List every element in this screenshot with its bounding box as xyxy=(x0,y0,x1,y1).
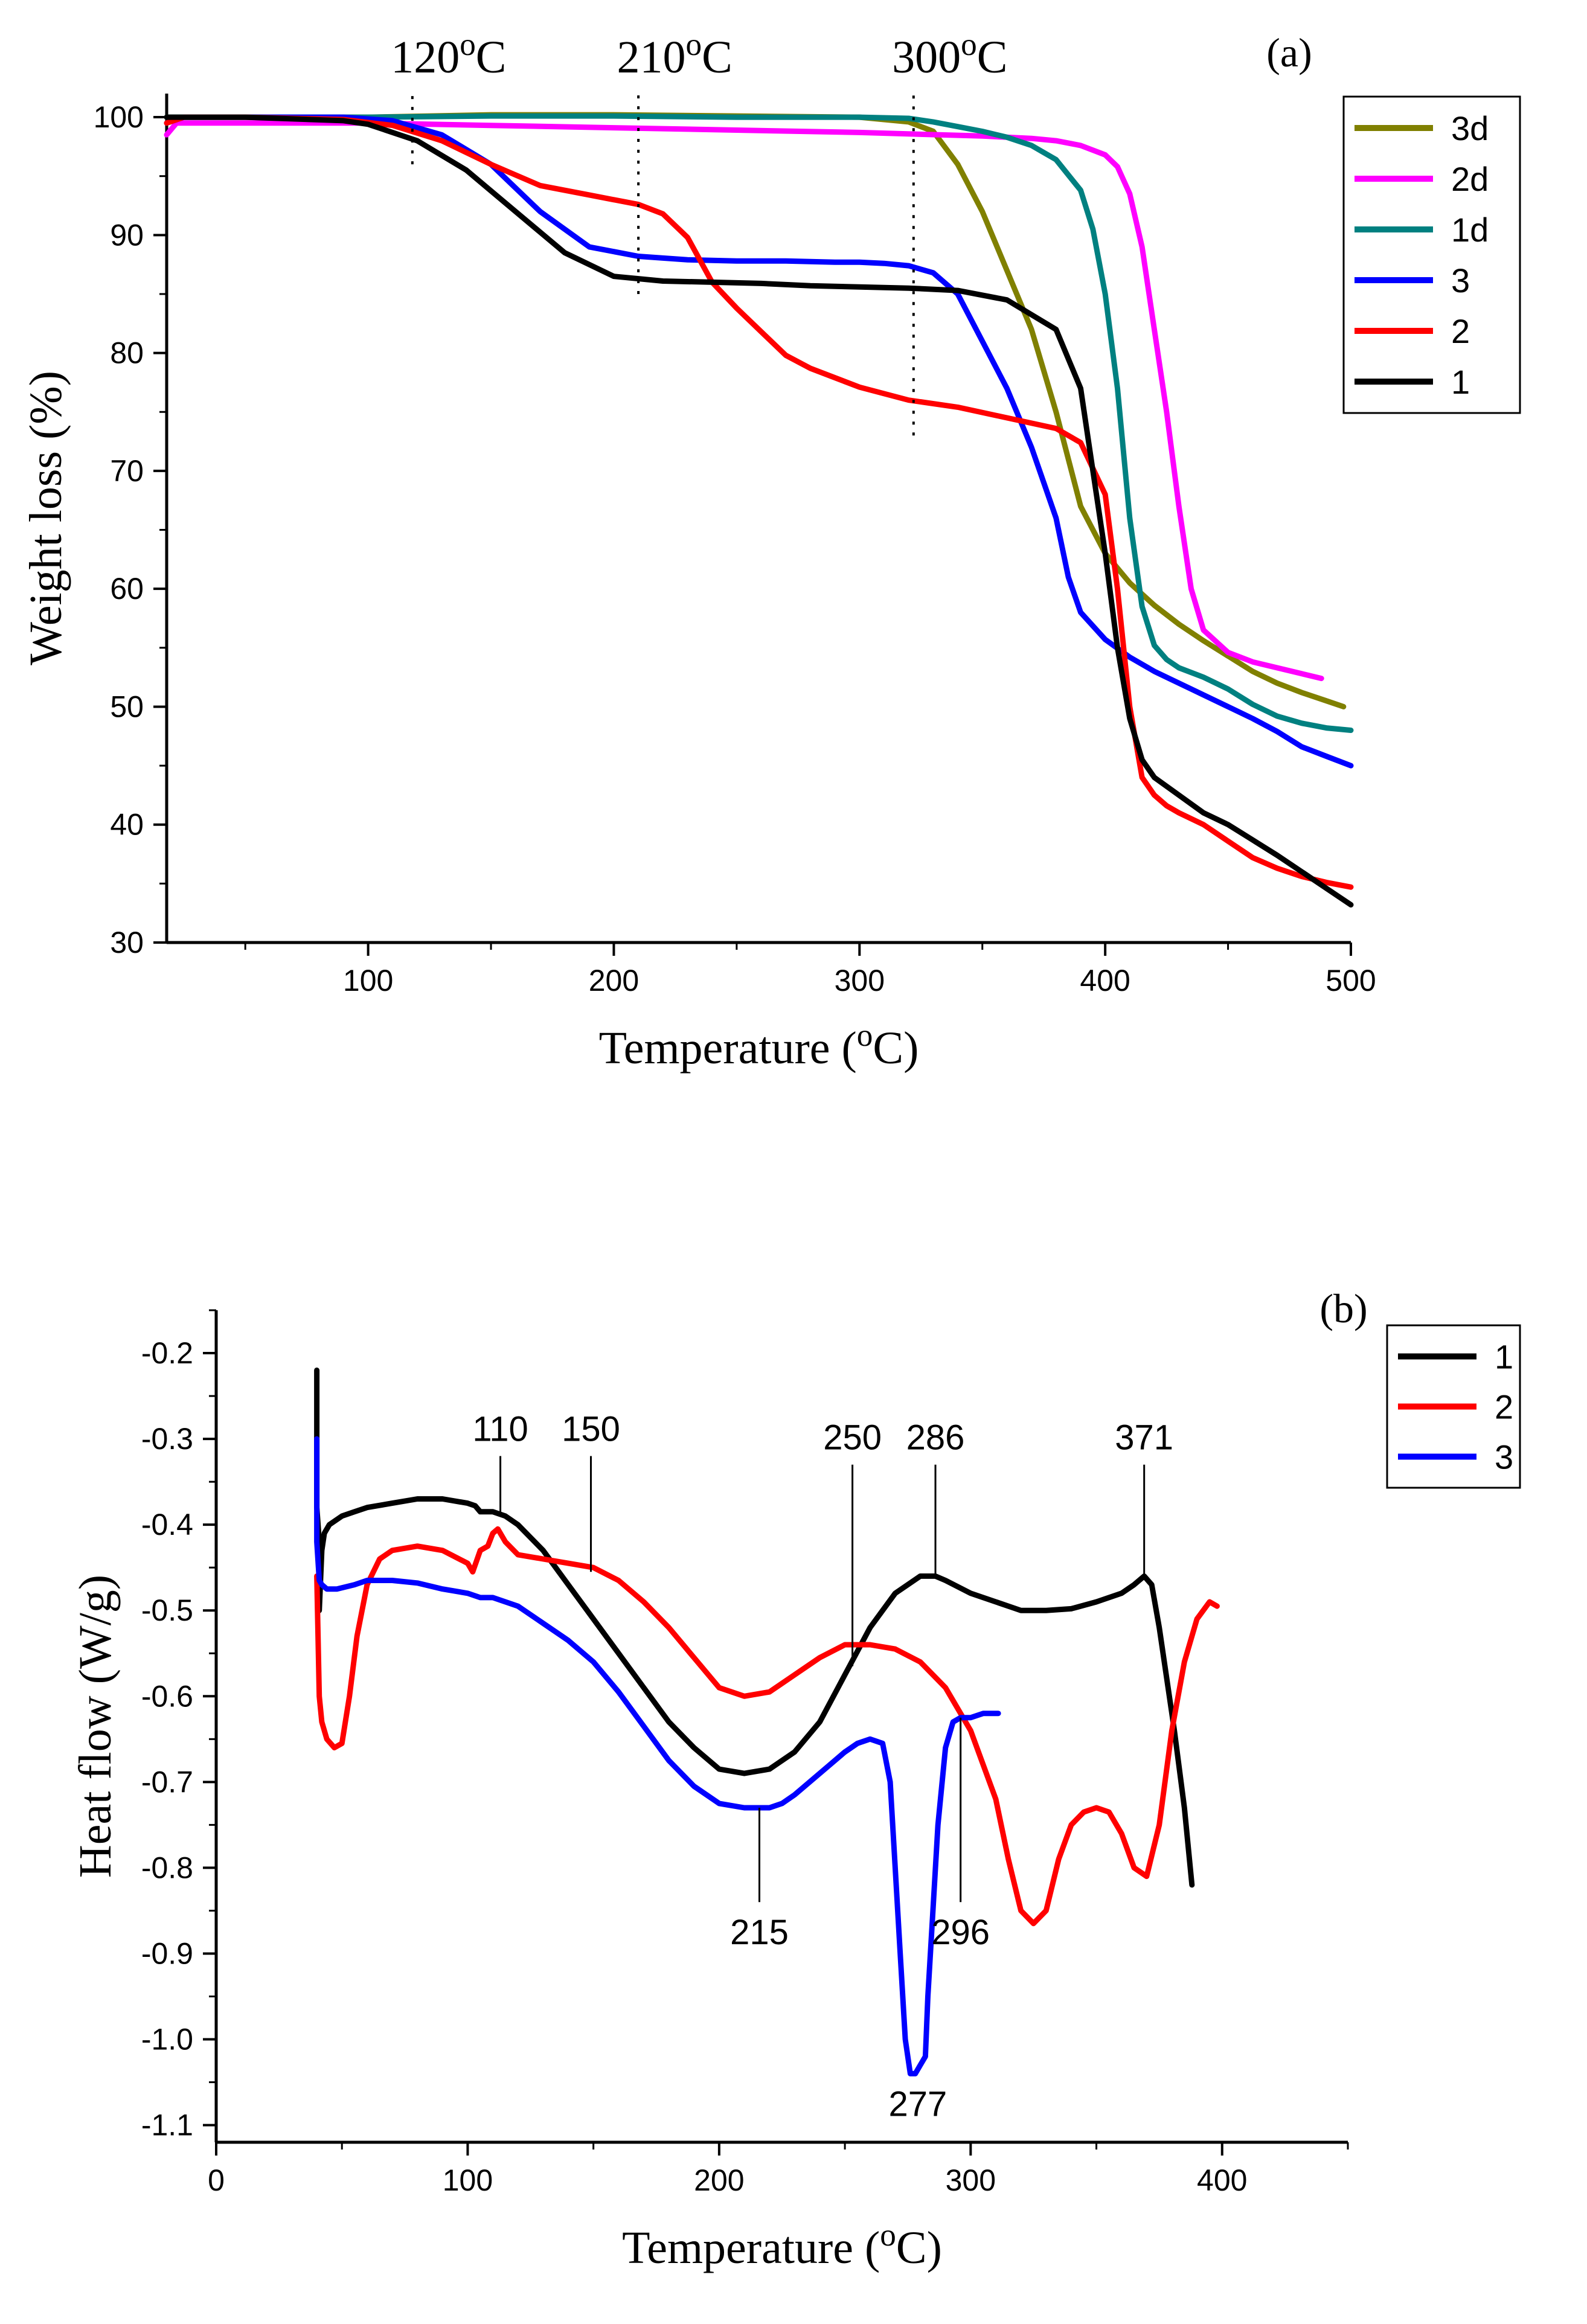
legend: 3d 2d 1d 3 2 1 xyxy=(1342,95,1521,414)
y-tick-label: 70 xyxy=(110,454,144,488)
y-tick-label: -0.3 xyxy=(141,1422,193,1456)
x-tick-label: 100 xyxy=(443,2163,493,2197)
y-tick-label: -0.8 xyxy=(141,1851,193,1884)
temperature-marker-label-part: o xyxy=(460,27,476,62)
y-tick-label: 80 xyxy=(110,336,144,370)
legend-label-1: 1 xyxy=(1495,1338,1513,1376)
y-tick-label: 60 xyxy=(110,572,144,606)
x-tick-label: 0 xyxy=(208,2163,225,2197)
x-tick-label: 100 xyxy=(343,964,393,997)
x-tick-label: 200 xyxy=(694,2163,744,2197)
y-tick-label: -0.6 xyxy=(141,1679,193,1713)
legend-label-3d: 3d xyxy=(1451,109,1489,147)
peak-label: 110 xyxy=(472,1410,528,1449)
temperature-marker-label: 210oC xyxy=(617,27,732,83)
y-tick-label: -0.9 xyxy=(141,1936,193,1970)
panel-a-chart: 100 200 300 400 500 30 40 50 60 70 80 90 100 Temperat… xyxy=(21,27,1521,1074)
y-tick-label: 90 xyxy=(110,218,144,252)
x-tick-label: 500 xyxy=(1326,964,1376,997)
peak-label: 150 xyxy=(562,1410,620,1449)
panel-label: (a) xyxy=(1266,30,1312,75)
x-axis-title: Temperature (oC) xyxy=(599,1017,919,1074)
x-tick-label: 400 xyxy=(1197,2163,1247,2197)
series-line-1 xyxy=(164,114,1354,908)
y-axis-title: Weight loss (%) xyxy=(21,371,71,665)
y-tick-label: -0.7 xyxy=(141,1765,193,1799)
temperature-marker-label-part: C xyxy=(476,32,507,83)
series-line-2 xyxy=(164,114,1354,890)
x-axis-title-part: C) xyxy=(896,2223,942,2273)
legend-label-2: 2 xyxy=(1495,1388,1513,1426)
temperature-marker-label-part: 120 xyxy=(391,32,460,83)
y-tick-label: -1.1 xyxy=(141,2108,193,2142)
legend-box xyxy=(1342,95,1521,414)
y-tick-label: 40 xyxy=(110,808,144,842)
temperature-marker-label: 300oC xyxy=(892,27,1007,83)
legend-label-1: 1 xyxy=(1451,363,1470,401)
legend-label-1d: 1d xyxy=(1451,211,1489,249)
x-axis-title-part: C) xyxy=(873,1023,919,1074)
temperature-marker-label-part: 300 xyxy=(892,32,961,83)
y-axis-title: Heat flow (W/g) xyxy=(70,1575,121,1878)
peak-label: 286 xyxy=(906,1418,965,1458)
x-axis-title-part: Temperature ( xyxy=(599,1023,857,1074)
temperature-marker-label-part: 210 xyxy=(617,32,685,83)
legend-label-2d: 2d xyxy=(1451,160,1489,198)
legend-label-3: 3 xyxy=(1451,261,1470,299)
temperature-marker-label: 120oC xyxy=(391,27,506,83)
temperature-marker-label-part: C xyxy=(702,32,733,83)
y-tick-label: -0.4 xyxy=(141,1508,193,1541)
y-tick-label: -0.5 xyxy=(141,1593,193,1627)
series-line-1 xyxy=(314,1367,1195,1888)
x-axis-title: Temperature (oC) xyxy=(622,2217,942,2274)
x-axis-title-part: Temperature ( xyxy=(622,2223,880,2273)
x-tick-label: 200 xyxy=(589,964,639,997)
y-tick-label: 50 xyxy=(110,690,144,723)
peak-label: 371 xyxy=(1115,1418,1173,1458)
panel-b-chart: 0 100 200 300 400 -0.2 -0.3 -0.4 -0.5 -0.6 -0.7 -0.… xyxy=(70,1285,1521,2274)
series-line-2 xyxy=(314,1526,1220,1927)
peak-label: 215 xyxy=(730,1913,789,1952)
temperature-marker-label-part: C xyxy=(977,32,1008,83)
panel-label: (b) xyxy=(1319,1285,1367,1331)
series-line-3 xyxy=(314,1436,1001,2076)
legend-label-2: 2 xyxy=(1451,312,1470,350)
y-tick-label: -1.0 xyxy=(141,2023,193,2057)
y-tick-label: 100 xyxy=(94,100,144,134)
series-line-1d xyxy=(164,113,1354,733)
x-axis-title-part: o xyxy=(857,1017,873,1053)
y-tick-label: 30 xyxy=(110,926,144,959)
legend: 1 2 3 xyxy=(1386,1324,1521,1489)
peak-label: 250 xyxy=(823,1418,882,1458)
x-axis-title-part: o xyxy=(880,2217,896,2253)
x-tick-label: 300 xyxy=(835,964,885,997)
peak-label: 296 xyxy=(931,1913,990,1952)
temperature-marker-label-part: o xyxy=(685,27,702,62)
x-tick-label: 300 xyxy=(946,2163,996,2197)
x-tick-label: 400 xyxy=(1080,964,1130,997)
legend-label-3: 3 xyxy=(1495,1438,1513,1476)
peak-label: 277 xyxy=(888,2084,947,2124)
y-tick-label: -0.2 xyxy=(141,1336,193,1370)
temperature-marker-label-part: o xyxy=(961,27,977,62)
